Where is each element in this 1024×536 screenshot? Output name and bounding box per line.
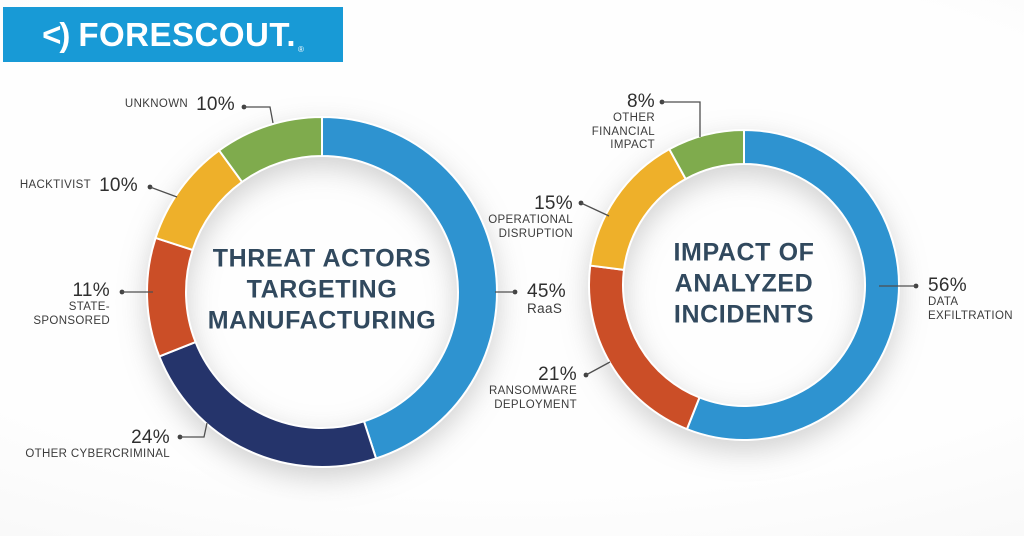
callout-label: UNKNOWN: [124, 98, 189, 111]
title-line: MANUFACTURING: [207, 306, 437, 335]
callout-value: 24%: [131, 427, 170, 448]
chart-title-incident-impact: IMPACT OF ANALYZED INCIDENTS: [673, 238, 814, 331]
callout-label: OPERATIONAL DISRUPTION: [488, 214, 573, 240]
callout-state-sponsored: 11% STATE-SPONSORED: [0, 281, 110, 328]
leader-dot-state-sponsored: [119, 289, 125, 295]
callout-label: RANSOMWARE DEPLOYMENT: [488, 385, 577, 411]
registered-trademark-mark: ®: [298, 45, 304, 54]
callout-label: RaaS: [527, 301, 563, 316]
callout-value: 10%: [99, 175, 138, 196]
title-line: ANALYZED: [674, 269, 814, 298]
segment-data-exfiltration: [685, 129, 900, 441]
leader-dot-operational: [578, 200, 584, 206]
segment-unknown: [217, 116, 323, 184]
callout-value: 45%: [527, 281, 566, 302]
callout-hacktivist: HACKTIVIST 10%: [20, 176, 138, 196]
callout-other-financial-impact: 8% OTHER FINANCIAL IMPACT: [549, 92, 655, 153]
callout-data-exfiltration: 56% DATA EXFILTRATION: [928, 276, 1024, 323]
donut-chart-incident-impact: [588, 129, 900, 441]
callout-value: 11%: [72, 280, 110, 301]
title-line: IMPACT OF: [673, 238, 815, 267]
leader-dot-unknown: [241, 104, 247, 110]
callout-label: OTHER FINANCIAL IMPACT: [591, 112, 655, 151]
callout-label: STATE-SPONSORED: [33, 301, 110, 327]
logo-text: FORESCOUT.: [78, 15, 297, 53]
chart-title-threat-actors: THREAT ACTORS TARGETING MANUFACTURING: [208, 244, 437, 337]
segment-state-sponsored: [146, 236, 197, 358]
logo-bar: <) FORESCOUT. ®: [3, 7, 343, 62]
callout-operational-disruption: 15% OPERATIONAL DISRUPTION: [485, 194, 573, 241]
leader-dot-raas: [512, 289, 518, 295]
segment-raas: [321, 116, 498, 460]
callout-unknown: UNKNOWN 10%: [125, 95, 235, 115]
callout-value: 10%: [196, 94, 235, 115]
callout-label: HACKTIVIST: [19, 179, 92, 192]
title-line: INCIDENTS: [673, 300, 815, 329]
segment-operational-disruption: [589, 147, 688, 271]
donut-chart-threat-actors: [146, 116, 498, 468]
callout-label: DATA EXFILTRATION: [928, 296, 1013, 322]
callout-raas: 45% RaaS: [527, 282, 566, 316]
forescout-logo-icon: <): [42, 15, 70, 53]
callout-value: 21%: [538, 364, 577, 385]
callout-value: 8%: [626, 91, 655, 112]
leader-dot-other-financial: [659, 99, 665, 105]
callout-label: OTHER CYBERCRIMINAL: [25, 448, 170, 460]
callout-other-cybercriminal: 24% OTHER CYBERCRIMINAL: [25, 428, 170, 462]
title-line: TARGETING: [246, 275, 398, 304]
leader-dot-data-exfiltration: [913, 283, 919, 289]
callout-ransomware-deployment: 21% RANSOMWARE DEPLOYMENT: [485, 365, 577, 412]
segment-other-cybercriminal: [157, 340, 378, 468]
title-line: THREAT ACTORS: [212, 244, 432, 273]
callout-value: 15%: [534, 193, 573, 214]
segment-other-financial-impact: [667, 129, 745, 181]
callout-value: 56%: [928, 275, 967, 296]
